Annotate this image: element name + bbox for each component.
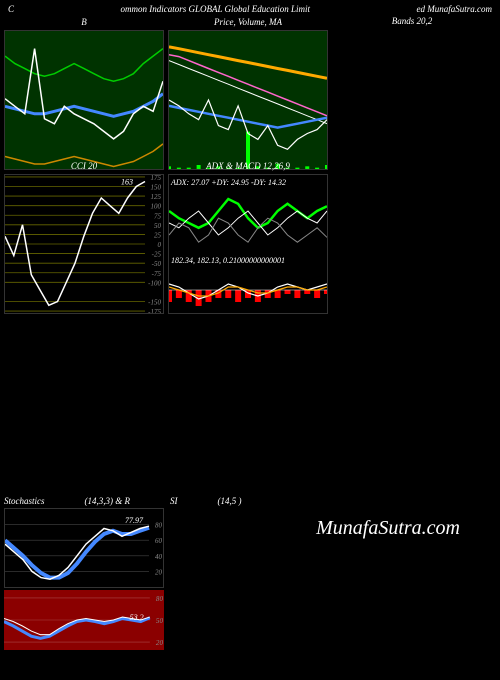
rsi-title: SI <box>170 496 178 506</box>
svg-text:20: 20 <box>155 568 163 576</box>
header-left: C <box>8 4 14 14</box>
svg-text:-50: -50 <box>152 260 162 268</box>
svg-text:-150: -150 <box>148 299 161 307</box>
svg-text:-100: -100 <box>148 279 161 287</box>
svg-text:80: 80 <box>156 595 164 603</box>
header-right: ed MunafaSutra.com <box>416 4 492 14</box>
adx-macd-title: ADX & MACD 12,26,9 <box>169 161 327 171</box>
svg-text:25: 25 <box>154 231 162 239</box>
empty-panel <box>332 174 492 314</box>
cci-title: CCI 20 <box>5 161 163 171</box>
stoch-params: (14,3,3) & R <box>85 496 131 506</box>
svg-text:50: 50 <box>154 222 162 230</box>
svg-text:182.34, 182.13, 0.210000000000: 182.34, 182.13, 0.21000000000001 <box>171 256 285 265</box>
price-ma-panel: Price, Volume, MA <box>168 30 328 170</box>
bbands-right-title: Bands 20,2 <box>332 16 492 26</box>
rsi-params: (14,5 ) <box>218 496 242 506</box>
svg-text:40: 40 <box>155 553 163 561</box>
svg-text:20: 20 <box>156 639 164 647</box>
svg-text:-75: -75 <box>152 270 162 278</box>
chart-grid: B Price, Volume, MA Bands 20,2 CCI 20 17… <box>0 30 500 314</box>
svg-text:77.97: 77.97 <box>125 516 144 525</box>
svg-text:ADX: 27.07 +DY: 24.95 -DY: 14.: ADX: 27.07 +DY: 24.95 -DY: 14.32 <box>170 178 286 187</box>
svg-text:0: 0 <box>158 241 162 249</box>
svg-text:50: 50 <box>156 617 164 625</box>
stoch-panel: 80 60 40 20 77.97 <box>4 508 164 588</box>
svg-text:100: 100 <box>151 203 162 211</box>
svg-text:60: 60 <box>155 537 163 545</box>
header-center: ommon Indicators GLOBAL Global Education… <box>120 4 310 14</box>
svg-text:75: 75 <box>154 212 162 220</box>
rsi-panel: 80 50 20 53.2 <box>4 590 164 650</box>
bbands-right-panel: Bands 20,2 <box>332 30 492 170</box>
bbands-panel: B <box>4 30 164 170</box>
svg-text:125: 125 <box>151 193 162 201</box>
stoch-title: Stochastics <box>4 496 45 506</box>
svg-text:53.2: 53.2 <box>130 613 144 622</box>
price-ma-title: Price, Volume, MA <box>169 17 327 27</box>
svg-text:163: 163 <box>121 178 133 187</box>
adx-macd-panel: ADX & MACD 12,26,9 ADX: 27.07 +DY: 24.95… <box>168 174 328 314</box>
svg-text:80: 80 <box>155 522 163 530</box>
cci-panel: CCI 20 1751501251007550250-25-50-75-100-… <box>4 174 164 314</box>
svg-text:150: 150 <box>151 184 162 192</box>
bottom-section: Stochastics (14,3,3) & R SI (14,5 ) 80 60… <box>4 494 496 650</box>
bbands-title: B <box>5 17 163 27</box>
svg-text:175: 175 <box>151 175 162 182</box>
svg-text:-175: -175 <box>148 308 161 313</box>
svg-text:-25: -25 <box>152 251 162 259</box>
